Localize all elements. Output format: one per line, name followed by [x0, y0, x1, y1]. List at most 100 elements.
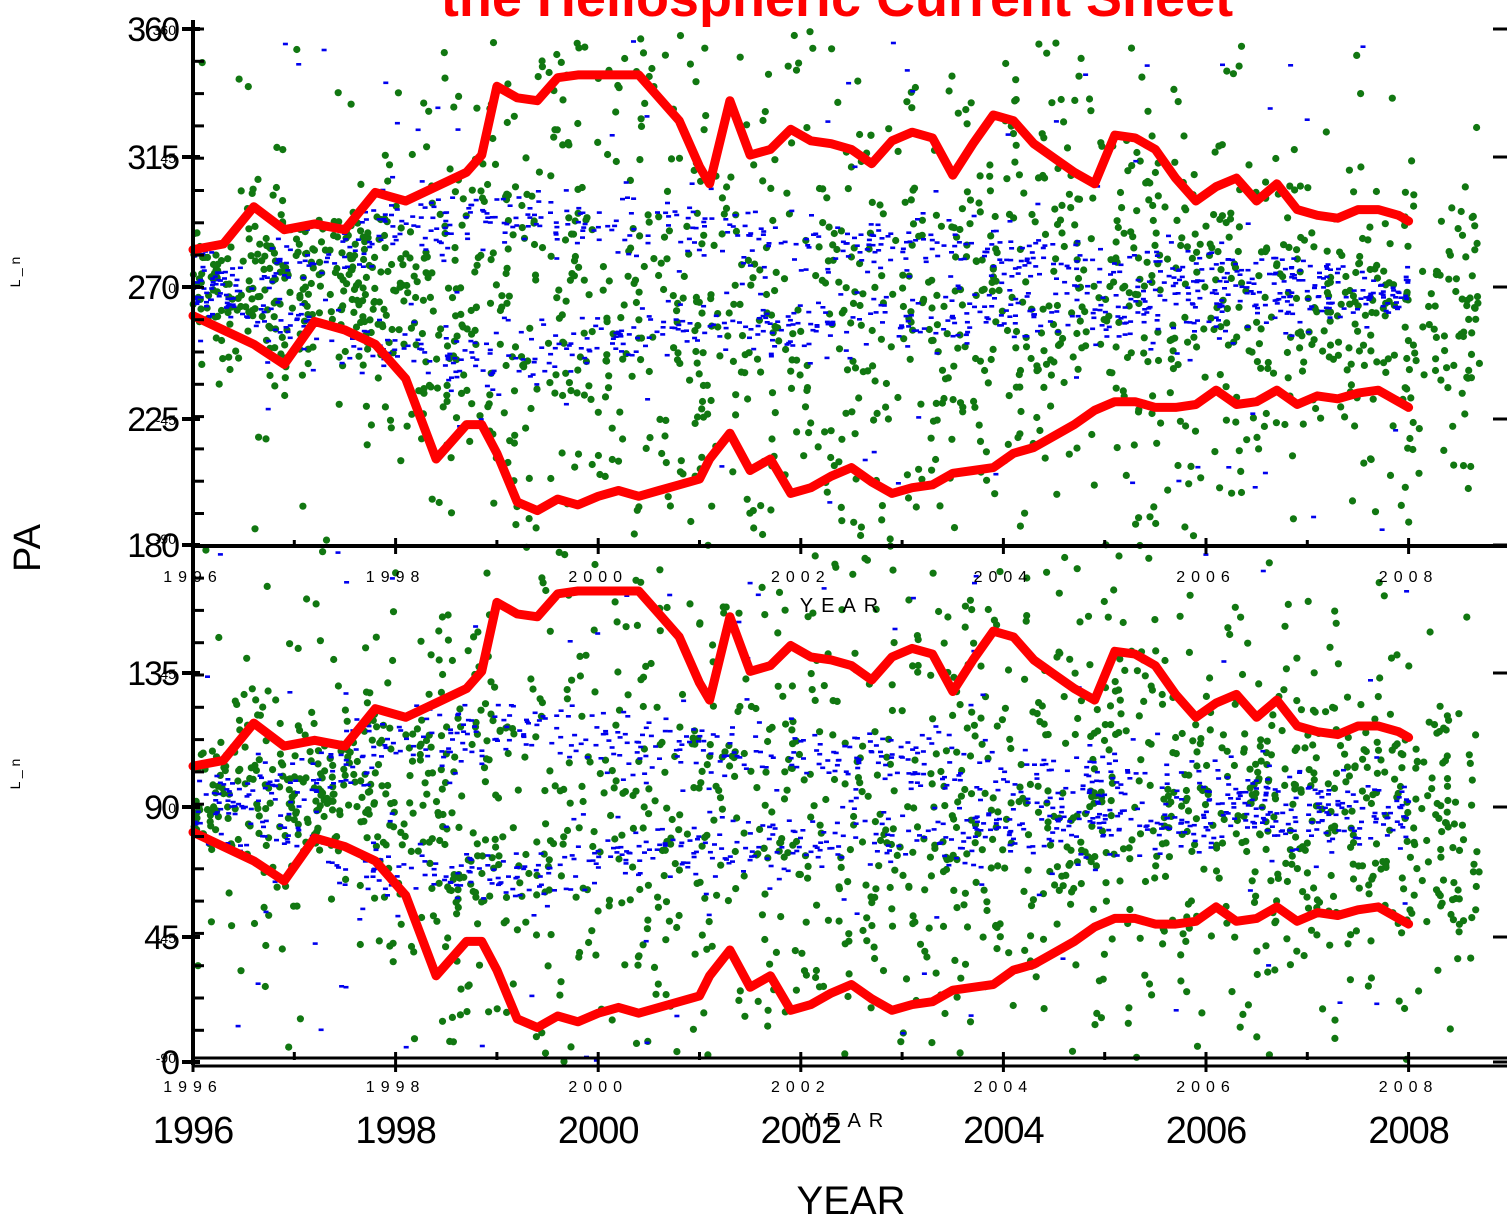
lower-narrow-point — [290, 762, 296, 765]
lower-wide-point — [1062, 871, 1070, 880]
upper-wide-point — [903, 471, 912, 479]
upper-wide-point — [1459, 462, 1468, 470]
upper-wide-point — [316, 282, 324, 290]
lower-narrow-point — [226, 790, 232, 793]
upper-wide-point — [235, 354, 243, 362]
upper-wide-point — [390, 286, 398, 294]
upper-narrow-point — [905, 345, 911, 348]
lower-wide-point — [774, 629, 782, 637]
upper-wide-point — [635, 288, 643, 296]
lower-wide-point — [392, 569, 400, 577]
upper-narrow-point — [1166, 234, 1171, 238]
upper-narrow-point — [1355, 307, 1360, 311]
upper-wide-point — [1193, 268, 1201, 276]
upper-narrow-point — [1396, 291, 1402, 295]
upper-narrow-point — [489, 216, 495, 219]
lower-narrow-point — [1164, 782, 1170, 785]
upper-narrow-point — [546, 361, 552, 365]
lower-wide-point — [202, 546, 210, 554]
upper-wide-point — [359, 284, 367, 292]
lower-wide-point — [446, 1037, 454, 1045]
upper-narrow-point — [1154, 250, 1160, 254]
upper-wide-point — [1120, 229, 1128, 237]
lower-wide-point — [1242, 837, 1250, 845]
lower-narrow-point — [852, 736, 858, 740]
lower-narrow-point — [383, 746, 389, 750]
upper-narrow-point — [579, 316, 585, 320]
lower-narrow-point — [390, 741, 396, 745]
upper-narrow-point — [1197, 256, 1203, 260]
lower-wide-point — [600, 789, 608, 797]
lower-wide-point — [987, 806, 996, 814]
lower-narrow-point — [905, 758, 911, 761]
lower-wide-point — [473, 840, 481, 848]
upper-narrow-point — [357, 347, 363, 351]
upper-wide-point — [420, 254, 428, 262]
lower-wide-point — [1238, 670, 1247, 679]
lower-wide-point — [1116, 655, 1124, 663]
lower-wide-point — [1119, 845, 1128, 853]
lower-wide-point — [546, 627, 554, 635]
lower-wide-point — [360, 817, 368, 825]
lower-narrow-point — [982, 738, 988, 742]
lower-wide-point — [471, 888, 480, 897]
lower-wide-point — [824, 916, 833, 924]
lower-narrow-point — [978, 829, 984, 832]
lower-wide-point — [1469, 868, 1477, 876]
upper-wide-point — [419, 296, 427, 304]
upper-wide-point — [452, 414, 461, 422]
lower-wide-point — [495, 852, 503, 860]
lower-narrow-point — [770, 756, 776, 759]
lower-wide-point — [406, 799, 414, 807]
upper-narrow-point — [1096, 280, 1102, 284]
lower-narrow-point — [921, 762, 927, 766]
lower-narrow-point — [942, 775, 947, 779]
lower-wide-point — [871, 954, 879, 963]
upper-narrow-point — [468, 339, 474, 343]
lower-wide-point — [911, 756, 919, 764]
lower-wide-point — [668, 815, 676, 824]
lower-wide-point — [441, 779, 450, 787]
upper-narrow-point — [755, 333, 761, 336]
lower-wide-point — [549, 840, 558, 848]
upper-wide-point — [254, 175, 262, 183]
upper-wide-point — [335, 353, 343, 361]
upper-narrow-point — [885, 235, 891, 238]
lower-wide-point — [1257, 757, 1265, 765]
lower-wide-point — [529, 685, 537, 693]
lower-wide-point — [676, 811, 684, 819]
lower-narrow-point — [250, 789, 256, 792]
lower-wide-point — [491, 683, 499, 691]
lower-wide-point — [1095, 977, 1103, 985]
lower-narrow-point — [1242, 801, 1248, 805]
upper-narrow-point — [454, 340, 460, 343]
lower-narrow-point — [1097, 826, 1103, 830]
upper-narrow-point — [1390, 286, 1396, 290]
upper-wide-point — [458, 221, 466, 229]
lower-wide-point — [1334, 660, 1342, 668]
lower-narrow-point — [568, 744, 574, 747]
upper-wide-point — [1028, 210, 1036, 219]
upper-wide-point — [899, 271, 907, 279]
lower-wide-point — [1126, 855, 1134, 863]
upper-narrow-point — [527, 207, 533, 210]
upper-narrow-point — [803, 268, 809, 271]
lower-narrow-point — [899, 756, 905, 759]
upper-narrow-point — [200, 265, 206, 269]
lower-wide-point — [409, 730, 417, 738]
lower-wide-point — [483, 569, 491, 577]
lower-wide-point — [1293, 947, 1301, 955]
upper-narrow-point — [1026, 261, 1032, 265]
upper-wide-point — [1381, 220, 1389, 228]
upper-narrow-point — [1245, 268, 1251, 272]
upper-narrow-point — [1274, 298, 1280, 302]
lower-wide-point — [1352, 927, 1360, 935]
upper-narrow-point — [568, 370, 574, 373]
upper-narrow-point — [685, 249, 691, 253]
upper-narrow-point — [1253, 261, 1259, 265]
upper-wide-point — [1076, 317, 1084, 325]
upper-wide-point — [767, 184, 775, 192]
upper-wide-point — [1257, 364, 1265, 372]
lower-wide-point — [1193, 762, 1201, 770]
upper-narrow-point — [810, 328, 816, 332]
